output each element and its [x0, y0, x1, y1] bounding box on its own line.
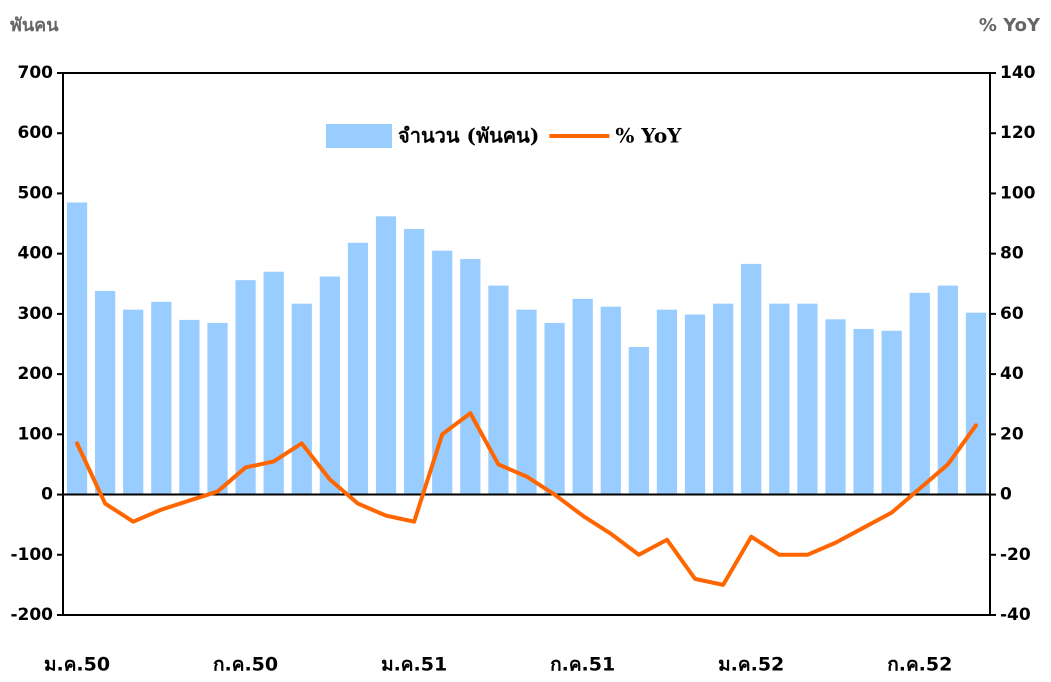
- bar: [235, 280, 256, 495]
- bar: [684, 314, 706, 495]
- bar: [965, 312, 987, 495]
- bar: [825, 319, 846, 495]
- y-tick-label: 500: [18, 183, 54, 203]
- y2-tick-label: -20: [1000, 545, 1031, 565]
- y2-tick-label: 80: [1000, 244, 1024, 264]
- line: [75, 411, 978, 587]
- bar: [656, 309, 678, 495]
- bar: [769, 303, 790, 495]
- y-tick-label: 0: [41, 485, 53, 505]
- y-axis-title: พันคน: [10, 15, 59, 36]
- bar: [853, 328, 874, 495]
- bar: [516, 309, 537, 495]
- y-tick-label: 300: [18, 304, 54, 324]
- legend-label: % YoY: [615, 124, 682, 148]
- x-tick-label: ก.ค.50: [213, 654, 278, 676]
- bar: [319, 276, 340, 495]
- bar: [66, 202, 88, 495]
- bar: [628, 347, 649, 495]
- bar: [488, 285, 509, 495]
- bar: [909, 292, 930, 495]
- bar: [544, 322, 565, 495]
- y2-tick-label: 100: [1000, 183, 1036, 203]
- bar: [263, 271, 284, 495]
- x-tick-label: ก.ค.52: [887, 654, 952, 676]
- bar: [600, 306, 621, 495]
- bar: [95, 291, 116, 495]
- bar: [572, 298, 593, 495]
- y-tick-label: 200: [18, 364, 54, 384]
- bar: [291, 303, 312, 495]
- bar: [713, 303, 734, 495]
- bar: [151, 301, 172, 495]
- y-tick-label: 600: [18, 123, 54, 143]
- bar: [179, 319, 200, 495]
- bar: [460, 259, 481, 495]
- bar: [741, 263, 762, 495]
- plot-frame: [62, 72, 991, 616]
- y2-tick-label: 60: [1000, 304, 1024, 324]
- bar: [123, 309, 144, 495]
- bar: [207, 322, 228, 495]
- y2-tick-label: 0: [1000, 485, 1012, 505]
- y-tick-label: 100: [18, 424, 54, 444]
- bar: [432, 250, 453, 495]
- bar: [404, 228, 425, 495]
- x-tick-label: ม.ค.51: [381, 654, 447, 676]
- bar: [797, 303, 818, 495]
- legend-swatch: [326, 124, 392, 148]
- y-tick-label: 700: [18, 63, 54, 83]
- bar: [881, 330, 902, 495]
- y2-tick-label: -40: [1000, 605, 1031, 625]
- bar: [375, 216, 397, 495]
- x-tick-label: ก.ค.51: [550, 654, 615, 676]
- bar: [937, 285, 958, 495]
- legend-label: จำนวน (พันคน): [398, 124, 539, 148]
- y2-tick-label: 120: [1000, 123, 1036, 143]
- bar: [347, 242, 369, 495]
- x-tick-label: ม.ค.52: [718, 654, 784, 676]
- y-tick-label: -100: [10, 545, 53, 565]
- y-tick-label: 400: [18, 244, 54, 264]
- y-tick-label: -200: [10, 605, 53, 625]
- y2-tick-label: 40: [1000, 364, 1024, 384]
- y2-tick-label: 20: [1000, 424, 1024, 444]
- x-tick-label: ม.ค.50: [44, 654, 110, 676]
- y2-tick-label: 140: [1000, 63, 1036, 83]
- y2-axis-title: % YoY: [979, 15, 1041, 36]
